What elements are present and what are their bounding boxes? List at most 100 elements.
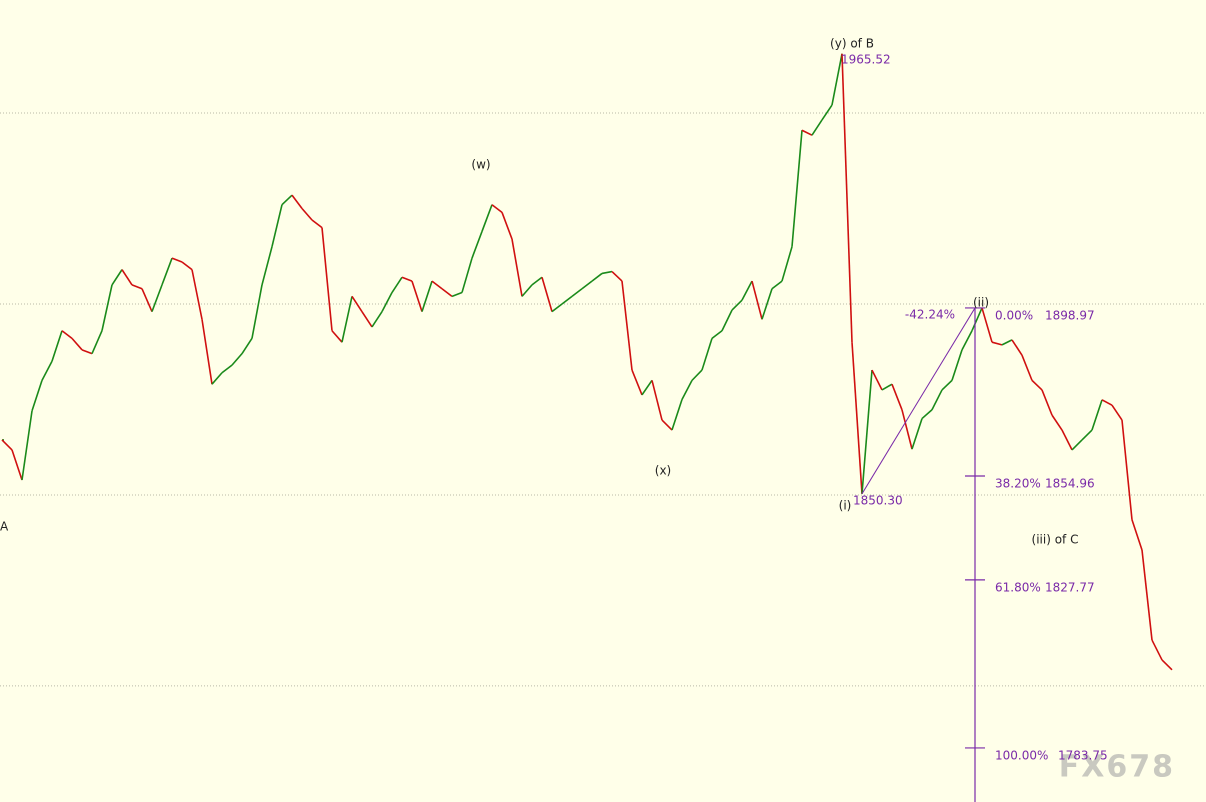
fib-start-label: -42.24% <box>905 308 955 322</box>
price-segment <box>141 288 153 312</box>
price-segment <box>911 418 923 450</box>
fib-ratio: 0.00% <box>995 308 1033 322</box>
price-segment <box>1021 354 1033 381</box>
price-segment <box>251 284 263 339</box>
price-segment <box>701 338 713 371</box>
watermark: FX678 <box>1059 750 1175 785</box>
price-segment <box>691 369 703 381</box>
price-segment <box>741 280 753 301</box>
wave-label: (i) <box>839 499 852 513</box>
price-segment <box>901 409 913 450</box>
price-segment <box>51 330 63 362</box>
price-segment <box>281 194 293 206</box>
price-segment <box>131 284 143 290</box>
price-segment <box>511 238 523 297</box>
wave-label: (y) of B <box>830 37 874 51</box>
price-segment <box>191 269 203 320</box>
fib-price: 1854.96 <box>1045 477 1095 491</box>
price-segment <box>61 330 73 340</box>
price-segment <box>361 311 373 328</box>
price-segment <box>1121 420 1133 520</box>
price-segment <box>961 330 973 351</box>
price-segment <box>771 280 783 290</box>
fib-price: 1898.97 <box>1045 308 1095 322</box>
price-segment <box>321 227 333 331</box>
price-segment <box>811 119 823 136</box>
price-segment <box>471 231 483 259</box>
wave-label: (ii) <box>973 296 989 310</box>
price-segment <box>101 284 113 331</box>
price-segment <box>731 299 743 311</box>
price-segment <box>1041 389 1053 416</box>
wave-label: (iii) of C <box>1032 533 1079 547</box>
price-segment <box>81 349 93 355</box>
price-segment <box>11 449 23 481</box>
price-segment <box>271 204 283 247</box>
price-segment <box>91 330 103 354</box>
price-segment <box>491 204 503 213</box>
price-label: 1850.30 <box>853 493 903 507</box>
price-segment <box>941 379 953 391</box>
price-segment <box>401 276 413 282</box>
price-segment <box>851 342 863 494</box>
price-segment <box>711 330 723 340</box>
price-segment <box>1051 414 1063 431</box>
price-segment <box>1061 429 1073 451</box>
price-segment <box>121 269 133 286</box>
price-segment <box>761 288 773 320</box>
price-segment <box>621 280 633 371</box>
price-segment <box>721 309 733 332</box>
price-segment <box>241 337 253 355</box>
price-segment <box>651 380 663 421</box>
price-segment <box>501 212 513 240</box>
price-segment <box>331 330 343 343</box>
price-segment <box>1091 399 1103 431</box>
fib-price: 1827.77 <box>1045 580 1095 594</box>
price-segment <box>291 194 303 209</box>
price-segment <box>681 380 693 400</box>
price-segment <box>421 280 433 312</box>
price-segment <box>531 276 543 286</box>
price-segment <box>631 369 643 396</box>
price-segment <box>1011 339 1023 356</box>
price-segment <box>1151 639 1163 661</box>
fib-ratio: 61.80% <box>995 580 1041 594</box>
price-segment <box>351 295 363 313</box>
price-segment <box>871 369 883 391</box>
price-segment <box>1071 439 1083 451</box>
price-segment <box>951 349 963 381</box>
price-segment <box>381 292 393 313</box>
price-segment <box>581 280 593 290</box>
price-segment <box>821 104 833 121</box>
wave-label: (x) <box>655 464 671 478</box>
price-segment <box>861 370 873 494</box>
price-segment <box>551 303 563 313</box>
price-segment <box>71 337 83 351</box>
price-segment <box>1081 429 1093 441</box>
price-segment <box>41 360 53 381</box>
fib-price: 1783.75 <box>1058 748 1108 762</box>
price-segment <box>921 409 933 420</box>
price-segment <box>171 257 183 263</box>
price-segment <box>261 246 273 286</box>
price-segment <box>431 280 443 290</box>
price-segment <box>1141 549 1153 641</box>
price-segment <box>311 219 323 229</box>
price-segment <box>1031 379 1043 391</box>
price-segment <box>641 379 653 396</box>
price-segment <box>231 353 243 366</box>
wave-label: A <box>0 520 9 534</box>
price-segment <box>1131 519 1143 551</box>
fib-ratio: 100.00% <box>995 748 1048 762</box>
price-segment <box>971 307 983 332</box>
price-segment <box>931 389 943 411</box>
price-segment <box>1111 404 1123 421</box>
price-segment <box>1001 339 1013 346</box>
price-segment <box>1161 659 1173 671</box>
price-segment <box>831 53 843 106</box>
price-segment <box>1 439 13 451</box>
price-label: 1965.52 <box>841 52 891 66</box>
price-segment <box>991 341 1003 346</box>
